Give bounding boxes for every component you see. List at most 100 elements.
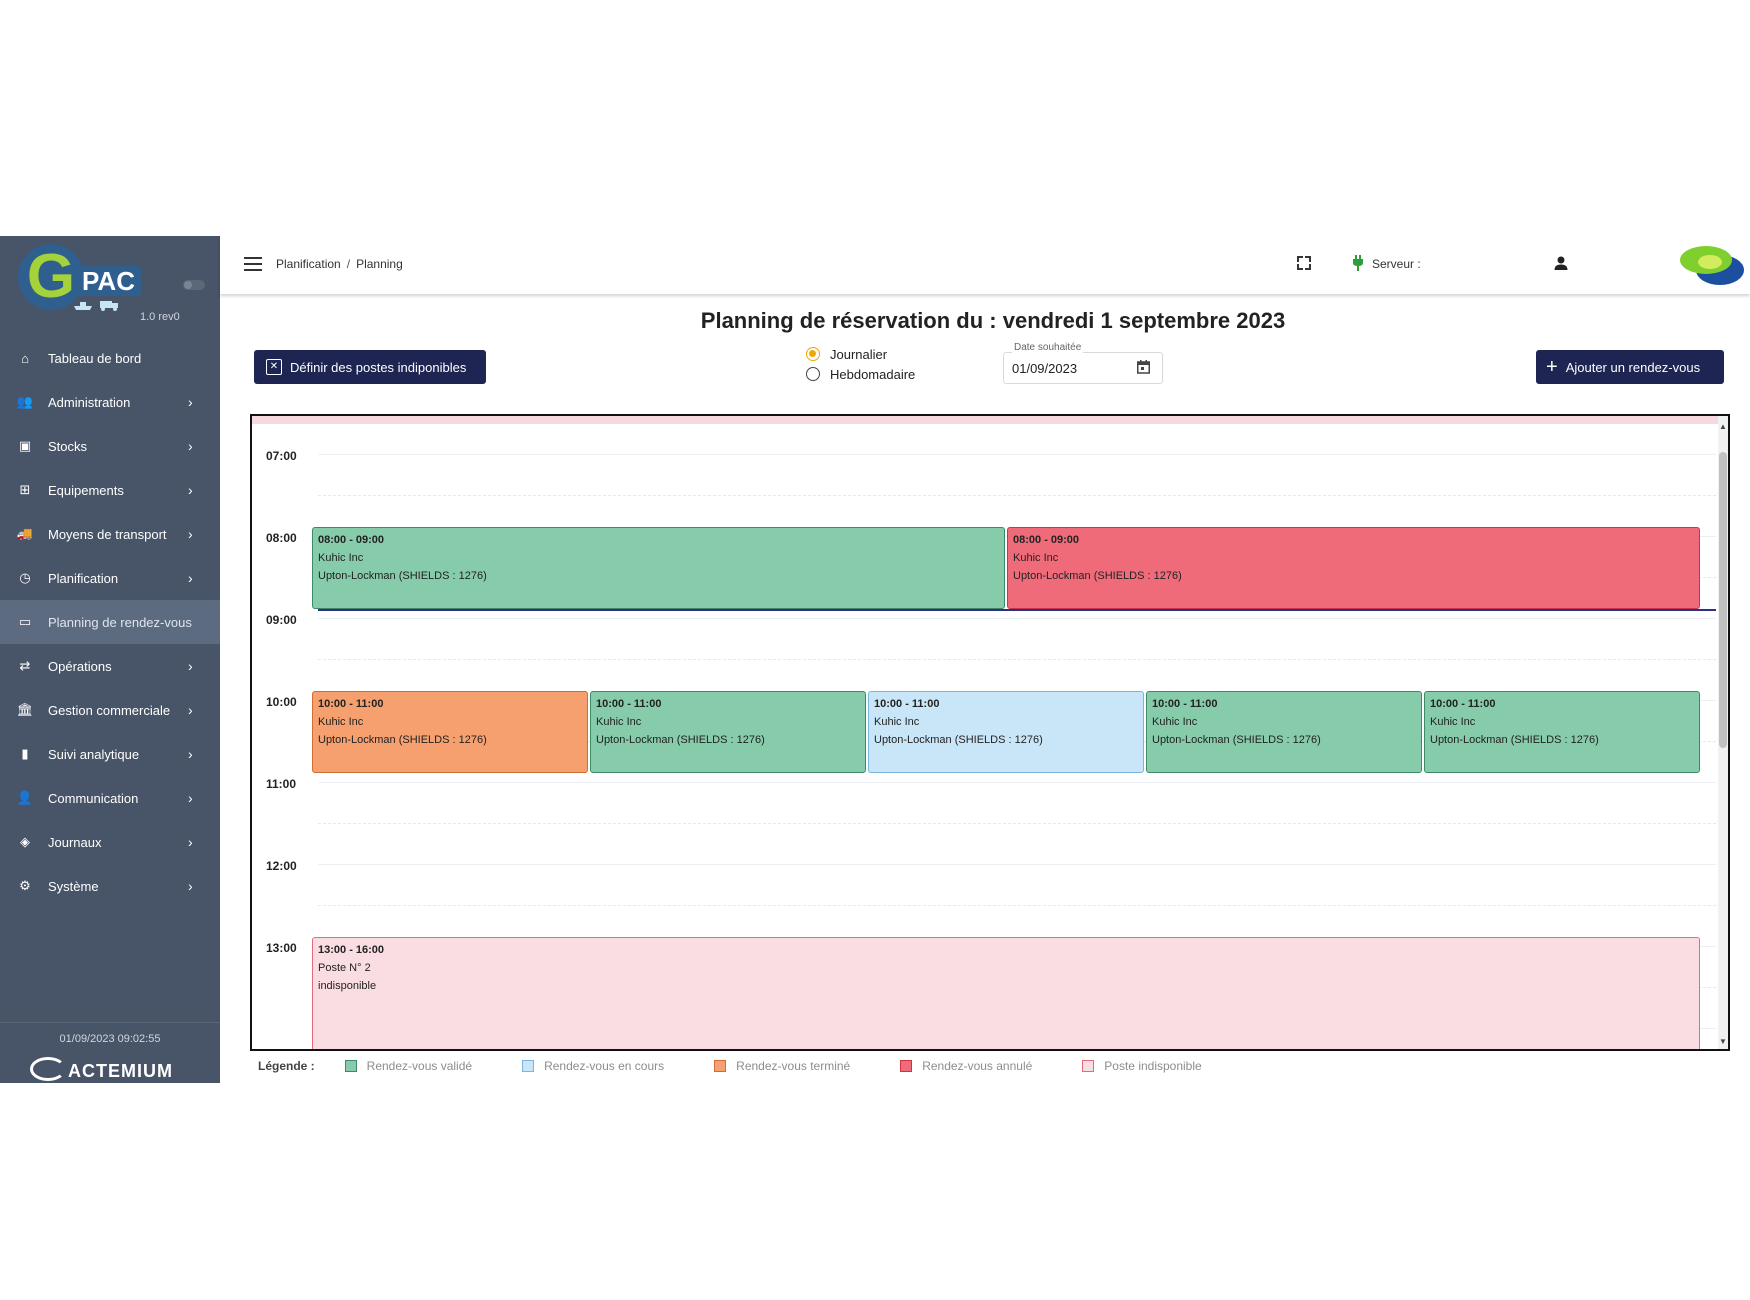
legend-label: Rendez-vous en cours bbox=[544, 1059, 665, 1073]
legend-item: Rendez-vous en cours bbox=[522, 1059, 664, 1073]
radio-hebdomadaire[interactable]: Hebdomadaire bbox=[806, 364, 915, 384]
breadcrumb-item-planning: Planning bbox=[356, 257, 403, 271]
chevron-right-icon: › bbox=[188, 790, 193, 806]
sidebar-toggle[interactable] bbox=[183, 280, 205, 290]
appointment-event[interactable]: 10:00 - 11:00 Kuhic Inc Upton-Lockman (SHI… bbox=[1146, 691, 1422, 773]
actemium-swoosh-icon bbox=[30, 1057, 66, 1081]
sidebar-item-operations[interactable]: ⇄ Opérations › bbox=[0, 644, 220, 688]
date-label: Date souhaitée bbox=[1012, 342, 1084, 353]
legend-label: Poste indisponible bbox=[1104, 1059, 1202, 1073]
sidebar-item-stocks[interactable]: ▣ Stocks › bbox=[0, 424, 220, 468]
grid-line bbox=[318, 905, 1716, 906]
sidebar-item-label: Planning de rendez-vous bbox=[48, 614, 192, 630]
app-version: 1.0 rev0 bbox=[140, 311, 180, 323]
chevron-right-icon: › bbox=[188, 658, 193, 674]
calendar-icon[interactable] bbox=[1137, 360, 1150, 374]
chevron-right-icon: › bbox=[188, 482, 193, 498]
fullscreen-icon[interactable] bbox=[1297, 256, 1311, 270]
day-calendar: 07:00 08:00 09:00 10:00 11:00 12:00 13:00 08:0… bbox=[250, 414, 1730, 1051]
grid-line bbox=[318, 659, 1716, 660]
chevron-right-icon: › bbox=[188, 746, 193, 762]
event-time: 10:00 - 11:00 bbox=[318, 698, 384, 710]
legend: Légende : Rendez-vous validé Rendez-vous … bbox=[258, 1056, 1252, 1076]
grid-line bbox=[318, 782, 1716, 783]
sidebar-item-tableau-de-bord[interactable]: ⌂ Tableau de bord bbox=[0, 336, 220, 380]
gpac-logo[interactable]: G PAC 1.0 rev0 bbox=[0, 236, 220, 336]
box-open-icon: ◈ bbox=[20, 834, 30, 849]
sidebar-item-suivi-analytique[interactable]: ▮ Suivi analytique › bbox=[0, 732, 220, 776]
sidebar-item-label: Tableau de bord bbox=[48, 350, 142, 366]
define-unavailable-posts-button[interactable]: ✕ Définir des postes indiponibles bbox=[254, 350, 486, 384]
truck-icon: 🚚 bbox=[16, 526, 34, 541]
appointment-event[interactable]: 10:00 - 11:00 Kuhic Inc Upton-Lockman (SHI… bbox=[868, 691, 1144, 773]
sidebar-item-communication[interactable]: 👤 Communication › bbox=[0, 776, 220, 820]
legend-title: Légende : bbox=[258, 1059, 315, 1073]
sidebar-item-planification[interactable]: ◷ Planification › bbox=[0, 556, 220, 600]
event-time: 08:00 - 09:00 bbox=[1013, 534, 1080, 546]
appointment-event[interactable]: 13:00 - 16:00 Poste N° 2 indisponible bbox=[312, 937, 1700, 1049]
sidebar-menu: ⌂ Tableau de bord 👥 Administration › ▣ Stocks ›… bbox=[0, 336, 220, 908]
sidebar-item-journaux[interactable]: ◈ Journaux › bbox=[0, 820, 220, 864]
hour-label: 11:00 bbox=[266, 777, 297, 791]
sidebar-footer: 01/09/2023 09:02:55 ACTEMIUM bbox=[0, 1022, 220, 1084]
appointment-event[interactable]: 10:00 - 11:00 Kuhic Inc Upton-Lockman (SHI… bbox=[1424, 691, 1700, 773]
sidebar-item-label: Système bbox=[48, 878, 99, 894]
legend-item: Rendez-vous terminé bbox=[714, 1059, 850, 1073]
appointment-event[interactable]: 10:00 - 11:00 Kuhic Inc Upton-Lockman (SHI… bbox=[312, 691, 588, 773]
sidebar-item-label: Moyens de transport bbox=[48, 526, 167, 542]
chevron-right-icon: › bbox=[188, 394, 193, 410]
chevron-right-icon: › bbox=[188, 702, 193, 718]
bank-icon: 🏛 bbox=[16, 702, 34, 717]
unavailable-strip bbox=[252, 416, 1718, 424]
sidebar-item-moyens-de-transport[interactable]: 🚚 Moyens de transport › bbox=[0, 512, 220, 556]
date-value: 01/09/2023 bbox=[1012, 361, 1078, 376]
radio-dot bbox=[806, 367, 820, 381]
calendar-icon: ▭ bbox=[18, 614, 32, 629]
grid-line bbox=[318, 495, 1716, 496]
sidebar-item-systeme[interactable]: ⚙ Système › bbox=[0, 864, 220, 908]
current-time-indicator bbox=[318, 609, 1716, 611]
date-input[interactable]: 01/09/2023 bbox=[1003, 352, 1163, 384]
main-content: Planning de réservation du : vendredi 1 … bbox=[228, 302, 1750, 1083]
radio-journalier[interactable]: Journalier bbox=[806, 344, 915, 364]
grid-line bbox=[318, 864, 1716, 865]
legend-item: Poste indisponible bbox=[1082, 1059, 1202, 1073]
event-time: 10:00 - 11:00 bbox=[1152, 698, 1218, 710]
hour-label: 08:00 bbox=[266, 531, 297, 545]
view-mode-radio-group: Journalier Hebdomadaire bbox=[806, 344, 915, 384]
legend-swatch bbox=[900, 1060, 913, 1072]
legend-label: Rendez-vous annulé bbox=[922, 1059, 1033, 1073]
legend-swatch bbox=[344, 1060, 357, 1072]
event-time: 10:00 - 11:00 bbox=[596, 698, 662, 710]
users-icon: 👥 bbox=[16, 394, 34, 409]
sidebar-item-gestion-commerciale[interactable]: 🏛 Gestion commerciale › bbox=[0, 688, 220, 732]
logo-letter: G bbox=[18, 244, 84, 310]
scroll-down-arrow-icon[interactable]: ▼ bbox=[1719, 1037, 1727, 1046]
event-time: 08:00 - 09:00 bbox=[318, 534, 385, 546]
sitemap-icon: ⊞ bbox=[19, 482, 31, 497]
appointment-event[interactable]: 10:00 - 11:00 Kuhic Inc Upton-Lockman (SHI… bbox=[590, 691, 866, 773]
grid-line bbox=[318, 823, 1716, 824]
sidebar-item-administration[interactable]: 👥 Administration › bbox=[0, 380, 220, 424]
scroll-up-arrow-icon[interactable]: ▲ bbox=[1719, 422, 1727, 431]
user-icon[interactable] bbox=[1553, 255, 1569, 271]
chevron-right-icon: › bbox=[188, 878, 193, 894]
add-appointment-button[interactable]: + Ajouter un rendez-vous bbox=[1536, 350, 1724, 384]
appointment-event[interactable]: 08:00 - 09:00 Kuhic Inc Upton-Lockman (SHI… bbox=[312, 527, 1005, 609]
event-line2: Upton-Lockman (SHIELDS : 1276) bbox=[1013, 570, 1182, 582]
sidebar-item-equipements[interactable]: ⊞ Equipements › bbox=[0, 468, 220, 512]
scrollbar-thumb[interactable] bbox=[1719, 452, 1727, 748]
legend-item: Rendez-vous annulé bbox=[900, 1059, 1032, 1073]
hour-label: 10:00 bbox=[266, 695, 297, 709]
hamburger-menu-icon[interactable] bbox=[244, 257, 262, 271]
sidebar-item-label: Opérations bbox=[48, 658, 112, 674]
breadcrumb-item-planification[interactable]: Planification bbox=[276, 257, 341, 271]
appointment-event[interactable]: 08:00 - 09:00 Kuhic Inc Upton-Lockman (SHI… bbox=[1007, 527, 1700, 609]
sidebar-item-label: Gestion commerciale bbox=[48, 702, 171, 718]
add-button-label: Ajouter un rendez-vous bbox=[1565, 359, 1701, 375]
event-line2: Upton-Lockman (SHIELDS : 1276) bbox=[874, 734, 1043, 746]
bar-chart-icon: ▮ bbox=[21, 746, 29, 761]
sidebar-item-planning-de-rendez-vous[interactable]: ▭ Planning de rendez-vous bbox=[0, 600, 220, 644]
legend-item: Rendez-vous validé bbox=[344, 1059, 472, 1073]
event-line1: Kuhic Inc bbox=[1430, 716, 1476, 728]
